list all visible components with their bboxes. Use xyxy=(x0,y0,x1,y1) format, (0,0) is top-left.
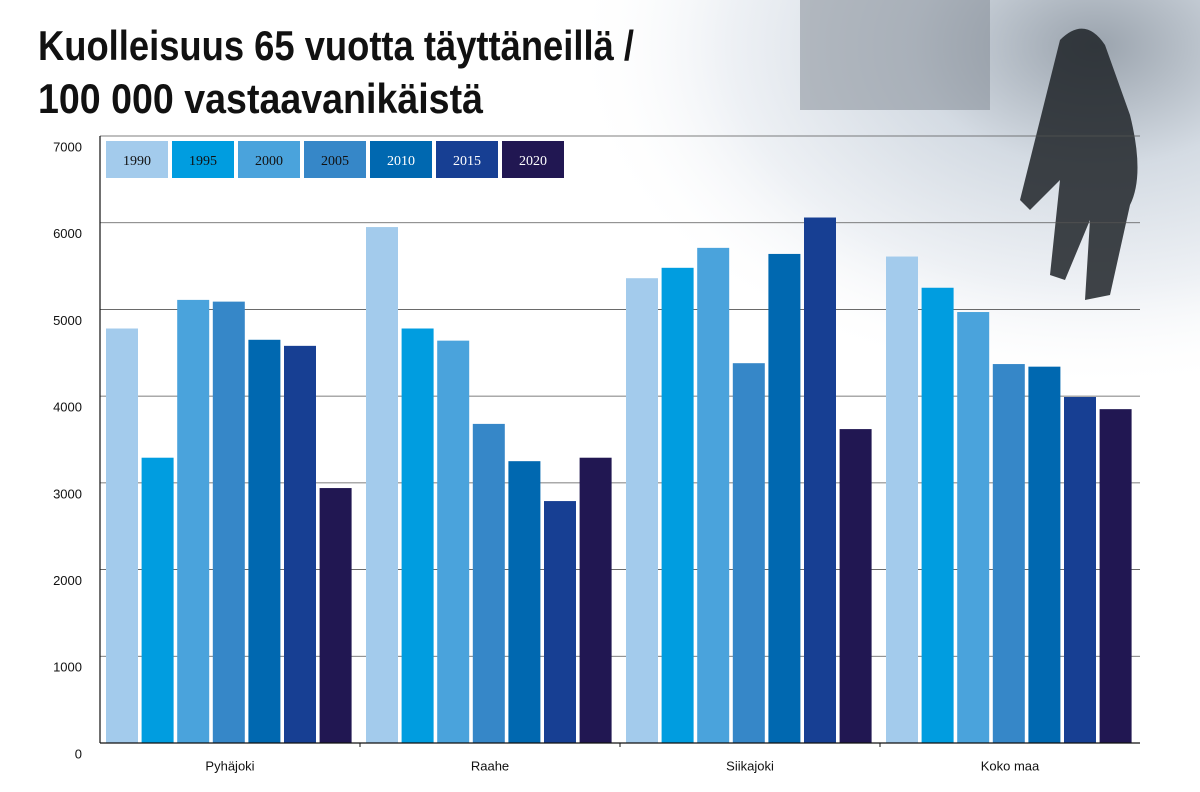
bar xyxy=(697,247,730,743)
y-tick-label: 5000 xyxy=(53,313,82,328)
y-tick-label: 1000 xyxy=(53,660,82,675)
bar xyxy=(579,457,612,743)
legend-swatch xyxy=(370,141,432,178)
bar xyxy=(508,461,541,743)
y-tick-label: 7000 xyxy=(53,139,82,154)
bar xyxy=(886,256,918,743)
bar xyxy=(212,301,245,743)
bar xyxy=(1064,397,1096,743)
bar xyxy=(401,328,434,743)
bar xyxy=(366,227,398,744)
bar xyxy=(544,501,576,743)
y-tick-label: 6000 xyxy=(53,226,82,241)
chart-title: 100 000 vastaavanikäistä xyxy=(38,75,484,122)
legend-swatch xyxy=(106,141,168,178)
bar xyxy=(661,267,694,743)
legend-label: 2000 xyxy=(255,154,283,169)
bar xyxy=(106,328,138,743)
bar xyxy=(992,364,1025,743)
legend-label: 1995 xyxy=(189,154,217,169)
y-tick-label: 4000 xyxy=(53,400,82,415)
y-tick-label: 0 xyxy=(75,746,82,761)
bar xyxy=(141,457,174,743)
x-tick-label: Koko maa xyxy=(981,758,1040,773)
bar xyxy=(284,345,316,743)
bar xyxy=(839,429,872,743)
legend-swatch xyxy=(238,141,300,178)
bar xyxy=(472,423,505,743)
legend-label: 2005 xyxy=(321,154,349,169)
bar xyxy=(804,217,836,744)
chart-title: Kuolleisuus 65 vuotta täyttäneillä / xyxy=(38,22,634,69)
y-tick-label: 2000 xyxy=(53,573,82,588)
legend-label: 2020 xyxy=(519,154,547,169)
bar xyxy=(177,299,210,743)
bar xyxy=(1099,409,1132,743)
bar xyxy=(957,312,990,743)
legend-label: 2010 xyxy=(387,154,415,169)
x-tick-label: Siikajoki xyxy=(726,758,774,773)
legend-swatch xyxy=(436,141,498,178)
x-tick-label: Raahe xyxy=(471,758,509,773)
legend-swatch xyxy=(304,141,366,178)
photo-building xyxy=(800,0,990,110)
bar xyxy=(768,253,801,743)
bar xyxy=(319,488,352,743)
legend-label: 1990 xyxy=(123,154,151,169)
legend-swatch xyxy=(502,141,564,178)
bar xyxy=(626,278,658,743)
bar xyxy=(437,340,470,743)
x-tick-label: Pyhäjoki xyxy=(205,758,254,773)
legend-label: 2015 xyxy=(453,154,481,169)
bar xyxy=(1028,366,1061,743)
y-tick-label: 3000 xyxy=(53,486,82,501)
legend-swatch xyxy=(172,141,234,178)
bar xyxy=(732,363,765,743)
photo-figure xyxy=(1020,28,1138,301)
bar xyxy=(921,287,954,743)
bar xyxy=(248,339,281,743)
